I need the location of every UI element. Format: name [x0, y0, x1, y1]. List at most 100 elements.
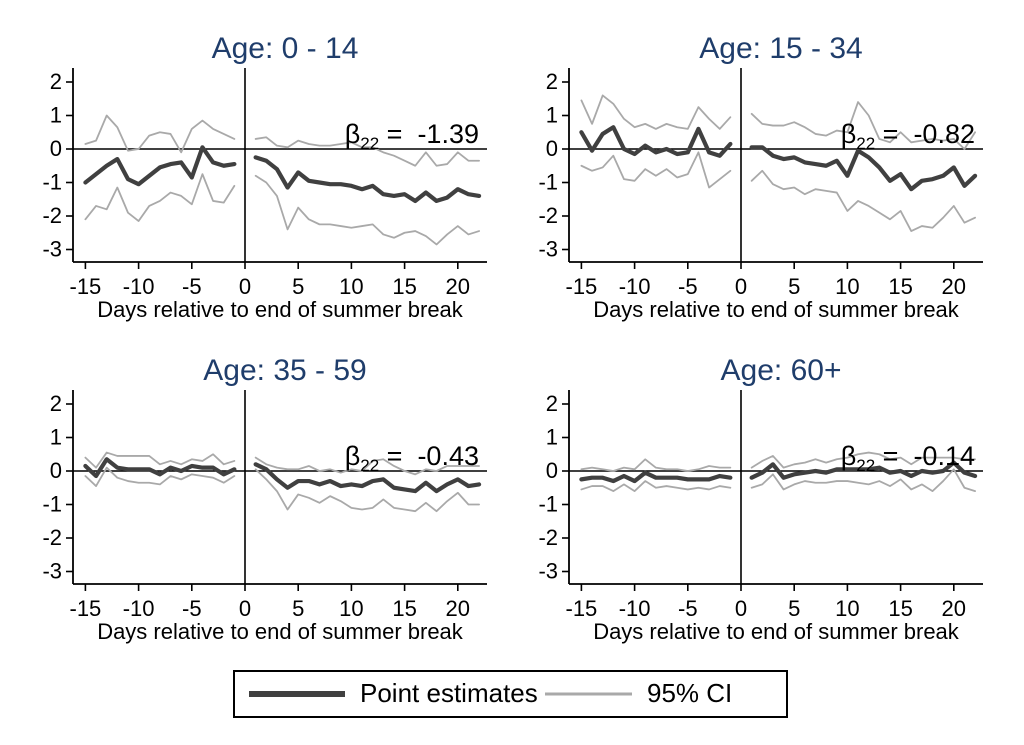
x-tick-label: -15	[566, 274, 598, 299]
ci-lower-line-post	[750, 169, 976, 232]
y-tick-label: 0	[546, 136, 558, 161]
y-tick-label: -3	[538, 237, 558, 262]
y-tick-label: 0	[546, 458, 558, 483]
x-tick-label: 20	[446, 596, 470, 621]
y-tick-label: 2	[50, 69, 62, 94]
x-tick-label: 10	[339, 274, 363, 299]
panel-title: Age: 60+	[721, 354, 842, 387]
legend: Point estimates 95% CI	[233, 670, 788, 718]
ci-label: 95% CI	[647, 677, 733, 708]
x-tick-label: -10	[123, 274, 155, 299]
x-tick-label: -15	[566, 596, 598, 621]
y-tick-label: -2	[42, 203, 62, 228]
y-tick-label: -1	[538, 170, 558, 195]
y-tick-label: -2	[42, 525, 62, 550]
x-tick-label: 5	[292, 596, 304, 621]
ci-upper-line-post	[254, 136, 480, 167]
y-tick-label: -1	[42, 170, 62, 195]
y-tick-label: -3	[42, 559, 62, 584]
x-tick-label: -5	[182, 274, 202, 299]
y-tick-label: -2	[538, 203, 558, 228]
x-tick-label: 0	[735, 596, 747, 621]
panel-age-15-34: Age: 15 - 34 2 1 0 -1 -2 -3 -15 -10 -5 0 5 10 15 20 Day…	[496, 0, 1008, 330]
x-tick-label: 20	[942, 274, 966, 299]
ci-lower-line-post	[254, 468, 480, 513]
x-tick-label: 5	[788, 596, 800, 621]
y-tick-label: 1	[50, 103, 62, 128]
ci-upper-line-post	[254, 456, 480, 476]
ci-lower-line-post	[254, 174, 480, 246]
panel-age-60plus: Age: 60+ 2 1 0 -1 -2 -3 -15 -10 -5 0 5 10 15 20 Days re…	[496, 322, 1008, 652]
y-tick-label: 1	[546, 103, 558, 128]
x-tick-label: -5	[182, 596, 202, 621]
ci-upper-line-pre	[580, 94, 732, 130]
ci-lower-line-post	[750, 468, 976, 493]
ci-upper-line-post	[750, 101, 976, 150]
point-estimates-line-post	[749, 460, 978, 480]
x-tick-label: -10	[619, 274, 651, 299]
beta-annotation: β22 = -0.43	[345, 441, 479, 475]
x-tick-label: -5	[678, 596, 698, 621]
x-axis-label: Days relative to end of summer break	[97, 297, 464, 322]
ci-upper-line-pre	[84, 114, 236, 154]
ci-lower-line-pre	[84, 173, 236, 222]
x-axis-label: Days relative to end of summer break	[593, 297, 960, 322]
x-tick-label: -15	[70, 274, 102, 299]
x-axis-label: Days relative to end of summer break	[97, 619, 464, 644]
ci-upper-line-pre	[580, 458, 732, 472]
y-tick-label: 0	[50, 136, 62, 161]
beta-annotation: β22 = -1.39	[345, 119, 479, 153]
y-tick-label: -3	[42, 237, 62, 262]
panel-title: Age: 0 - 14	[212, 32, 359, 65]
x-tick-label: 0	[239, 596, 251, 621]
ci-lower-line-pre	[580, 480, 732, 493]
ci-upper-line-pre	[84, 451, 236, 469]
x-tick-label: 0	[735, 274, 747, 299]
panel-age-35-59: Age: 35 - 59 2 1 0 -1 -2 -3 -15 -10 -5 0 5 10 15 20 Day…	[0, 322, 512, 652]
y-tick-label: -1	[538, 492, 558, 517]
x-axis-label: Days relative to end of summer break	[593, 619, 960, 644]
x-tick-label: 15	[392, 274, 416, 299]
x-tick-label: 10	[835, 274, 859, 299]
point-estimates-line-post	[749, 145, 978, 192]
panel-title: Age: 35 - 59	[203, 354, 366, 387]
panel-age-0-14: Age: 0 - 14 2 1 0 -1 -2 -3 -15 -10 -5 0 5 10 15 20 Days…	[0, 0, 512, 330]
x-tick-label: 10	[835, 596, 859, 621]
y-tick-label: 2	[546, 69, 558, 94]
ci-upper-line-post	[750, 451, 976, 469]
point-estimates-label: Point estimates	[360, 677, 538, 708]
point-estimates-line-pre	[83, 457, 237, 479]
y-tick-label: 1	[50, 425, 62, 450]
beta-annotation: β22 = -0.14	[841, 441, 975, 475]
x-tick-label: 5	[788, 274, 800, 299]
point-estimates-line-pre	[579, 470, 733, 484]
x-tick-label: -10	[123, 596, 155, 621]
x-tick-label: 20	[942, 596, 966, 621]
x-tick-label: 5	[292, 274, 304, 299]
x-tick-label: 15	[392, 596, 416, 621]
y-tick-label: 0	[50, 458, 62, 483]
x-tick-label: 10	[339, 596, 363, 621]
y-tick-label: 2	[546, 391, 558, 416]
x-tick-label: -15	[70, 596, 102, 621]
beta-annotation: β22 = -0.82	[841, 119, 975, 153]
ci-lower-line-pre	[84, 466, 236, 487]
point-estimates-line-pre	[579, 125, 733, 158]
x-tick-label: 15	[888, 274, 912, 299]
point-estimates-line-pre	[83, 145, 237, 187]
y-tick-label: 2	[50, 391, 62, 416]
x-tick-label: 0	[239, 274, 251, 299]
y-tick-label: 1	[546, 425, 558, 450]
point-estimates-line-post	[253, 155, 482, 204]
y-tick-label: -3	[538, 559, 558, 584]
y-tick-label: -1	[42, 492, 62, 517]
point-estimates-line-sample	[249, 691, 345, 697]
ci-lower-line-pre	[580, 151, 732, 189]
ci-line-sample	[545, 692, 632, 696]
x-tick-label: -10	[619, 596, 651, 621]
